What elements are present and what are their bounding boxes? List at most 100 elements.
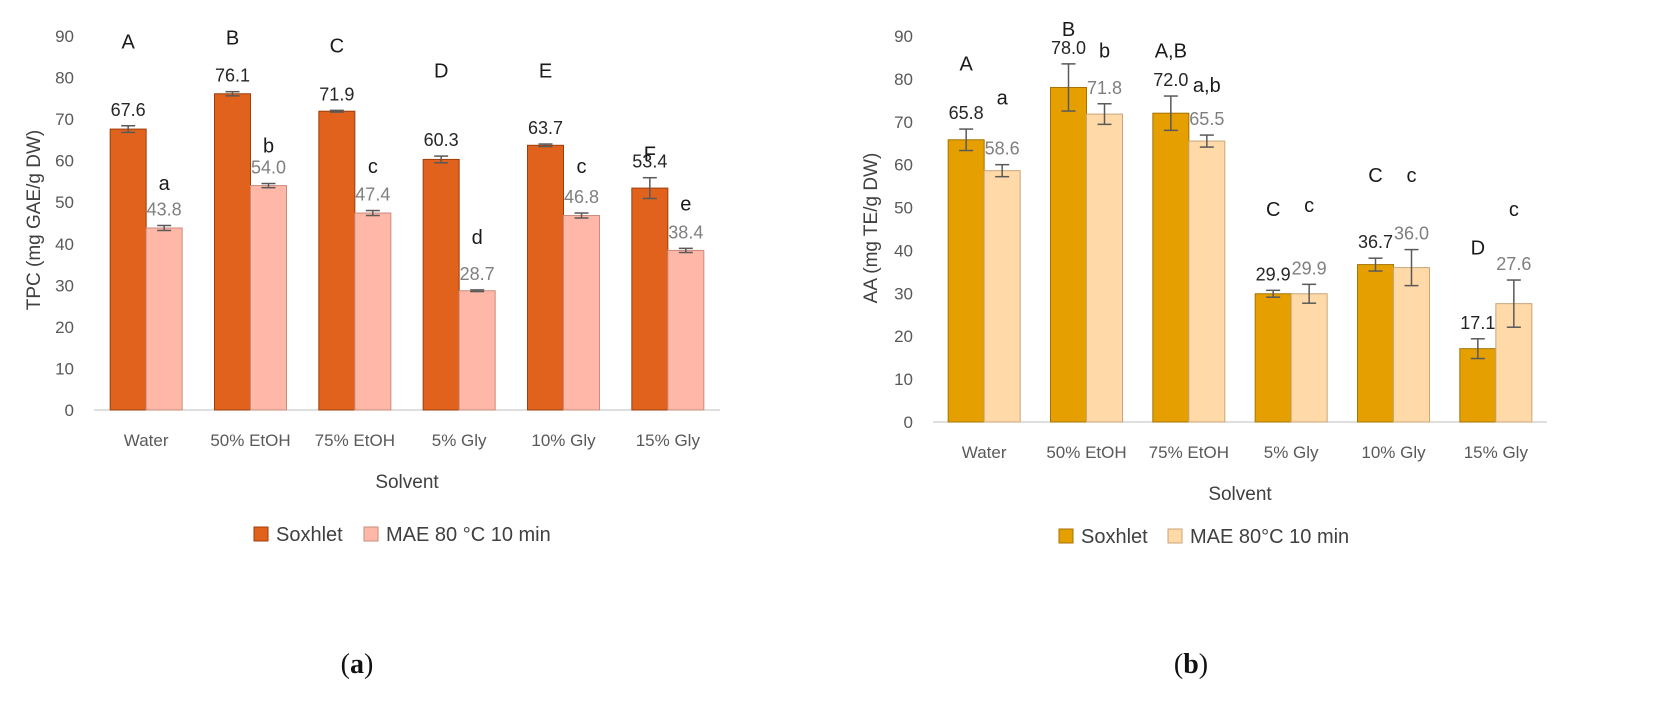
significance-letter-b-0-75-etoh: A,B	[1155, 40, 1187, 62]
error-bar-b-0-10-gly	[1368, 257, 1383, 272]
data-label-b-0-50-etoh: 78.0	[1051, 38, 1086, 58]
legend-a: Soxhlet MAE 80 °C 10 min	[253, 524, 551, 546]
y-ticks-b: 0 10 20 30 40 50 60 70 80 90	[894, 27, 913, 432]
error-bar-a-0-50-etoh	[225, 90, 240, 97]
y-axis-title-b: AA (mg TE/g DW)	[861, 153, 882, 304]
bar-a-0-5-gly	[422, 158, 460, 411]
x-tick-label-a-5-gly: 5% Gly	[432, 431, 487, 450]
bar-a-1-15-gly	[667, 249, 705, 411]
y-tick-label-a-80: 80	[55, 69, 74, 88]
data-label-b-0-5-gly: 29.9	[1256, 264, 1291, 284]
legend-label-mae-b: MAE 80°C 10 min	[1190, 526, 1349, 548]
y-tick-label-b-50: 50	[894, 199, 913, 218]
significance-letter-a-0-15-gly: F	[644, 144, 656, 166]
significance-letter-a-1-50-etoh: b	[263, 135, 274, 157]
y-tick-label-b-70: 70	[894, 113, 913, 132]
y-tick-label-b-10: 10	[894, 370, 913, 389]
data-label-a-1-75-etoh: 47.4	[355, 185, 390, 205]
y-tick-label-a-30: 30	[55, 276, 74, 295]
data-label-a-1-50-etoh: 54.0	[251, 158, 286, 178]
significance-letter-b-1-10-gly: c	[1407, 165, 1417, 187]
y-tick-label-a-90: 90	[55, 27, 74, 46]
data-label-a-0-5-gly: 60.3	[424, 130, 459, 150]
error-bar-a-1-75-etoh	[365, 209, 380, 217]
significance-letter-a-0-50-etoh: B	[226, 27, 239, 49]
significance-letter-a-1-water: a	[159, 173, 171, 195]
significance-letter-b-1-50-etoh: b	[1099, 40, 1110, 62]
error-bar-b-1-15-gly	[1506, 279, 1521, 328]
data-label-a-1-15-gly: 38.4	[668, 222, 703, 242]
data-label-a-0-water: 67.6	[111, 100, 146, 120]
bar-b-0-75-etoh	[1152, 112, 1190, 423]
data-label-a-1-5-gly: 28.7	[460, 264, 495, 284]
bar-b-0-50-etoh	[1050, 86, 1087, 423]
y-tick-label-a-20: 20	[55, 318, 74, 337]
x-ticks-b: Water 50% EtOH 75% EtOH 5% Gly 10% Gly 15% Gl…	[962, 443, 1529, 462]
data-label-b-1-water: 58.6	[985, 139, 1020, 159]
legend-swatch-soxhlet-b	[1058, 528, 1074, 544]
bar-b-0-10-gly	[1357, 264, 1394, 423]
error-bar-b-0-water	[959, 128, 974, 152]
y-tick-label-b-40: 40	[894, 241, 913, 260]
significance-letter-b-0-water: A	[959, 53, 973, 75]
x-tick-label-b-5-gly: 5% Gly	[1264, 443, 1319, 462]
error-bars-a	[121, 90, 693, 293]
data-label-a-0-50-etoh: 76.1	[215, 66, 250, 86]
significance-letter-a-1-5-gly: d	[472, 227, 483, 249]
bar-a-0-15-gly	[631, 187, 669, 411]
y-tick-label-a-0: 0	[65, 401, 74, 420]
data-label-b-1-75-etoh: 65.5	[1189, 109, 1224, 129]
error-bar-a-1-50-etoh	[261, 182, 276, 189]
bar-a-1-10-gly	[563, 215, 600, 411]
bar-a-0-10-gly	[527, 144, 564, 411]
significance-letter-b-1-15-gly: c	[1509, 199, 1519, 221]
data-label-b-1-50-etoh: 71.8	[1087, 78, 1122, 98]
significance-letter-b-0-15-gly: D	[1471, 238, 1485, 260]
error-bar-b-1-75-etoh	[1199, 134, 1214, 148]
y-tick-label-a-50: 50	[55, 193, 74, 212]
error-bar-b-1-10-gly	[1404, 248, 1419, 287]
bars-b	[947, 86, 1533, 423]
bar-a-1-5-gly	[458, 290, 496, 411]
bar-a-1-50-etoh	[250, 185, 287, 411]
panel-caption-b: (b)	[1174, 649, 1208, 680]
y-tick-label-a-70: 70	[55, 110, 74, 129]
bar-a-1-water	[145, 227, 183, 411]
error-bar-a-1-water	[157, 224, 172, 232]
significance-letter-b-0-10-gly: C	[1368, 165, 1382, 187]
x-tick-label-b-15-gly: 15% Gly	[1464, 443, 1529, 462]
data-label-b-0-75-etoh: 72.0	[1153, 70, 1188, 90]
bar-b-1-50-etoh	[1086, 113, 1123, 423]
x-tick-label-a-10-gly: 10% Gly	[531, 431, 596, 450]
y-tick-label-b-80: 80	[894, 70, 913, 89]
x-axis-title-a: Solvent	[375, 472, 439, 493]
bar-b-0-water	[947, 139, 985, 423]
y-tick-label-b-60: 60	[894, 156, 913, 175]
panel-caption-a: (a)	[341, 649, 374, 680]
y-ticks-a: 0 10 20 30 40 50 60 70 80 90	[55, 27, 74, 420]
y-tick-label-a-10: 10	[55, 359, 74, 378]
x-tick-label-b-75-etoh: 75% EtOH	[1149, 443, 1229, 462]
error-bar-a-0-10-gly	[538, 143, 553, 148]
error-bar-b-1-5-gly	[1302, 283, 1317, 304]
error-bar-a-0-15-gly	[642, 176, 657, 200]
error-bar-b-0-75-etoh	[1163, 95, 1178, 132]
y-tick-label-b-0: 0	[904, 413, 913, 432]
error-bar-a-1-10-gly	[574, 212, 589, 219]
legend-b: Soxhlet MAE 80°C 10 min	[1058, 526, 1349, 548]
chart-panel-a: 0 10 20 30 40 50 60 70 80 90 67.6 43.8 76.1 54.0 71.9…	[24, 27, 720, 680]
legend-label-soxhlet-a: Soxhlet	[276, 524, 343, 546]
x-tick-label-b-water: Water	[962, 443, 1007, 462]
data-labels-b: 65.858.6 78.071.8 72.065.5 29.9 29.9 36.7 36.0…	[949, 38, 1532, 333]
error-bar-a-0-5-gly	[434, 155, 449, 164]
error-bar-b-0-5-gly	[1266, 289, 1281, 298]
y-tick-label-a-60: 60	[55, 152, 74, 171]
data-label-a-0-15-gly: 53.4	[632, 152, 667, 172]
data-label-b-1-15-gly: 27.6	[1496, 254, 1531, 274]
significance-letter-b-1-5-gly: c	[1304, 195, 1314, 217]
x-tick-label-a-15-gly: 15% Gly	[636, 431, 701, 450]
significance-letters-b: Aa Bb A,B a,b C c C c Dc	[959, 19, 1518, 260]
error-bar-a-0-water	[121, 125, 136, 134]
data-label-b-0-10-gly: 36.7	[1358, 232, 1393, 252]
significance-letter-b-1-75-etoh: a,b	[1193, 75, 1221, 97]
